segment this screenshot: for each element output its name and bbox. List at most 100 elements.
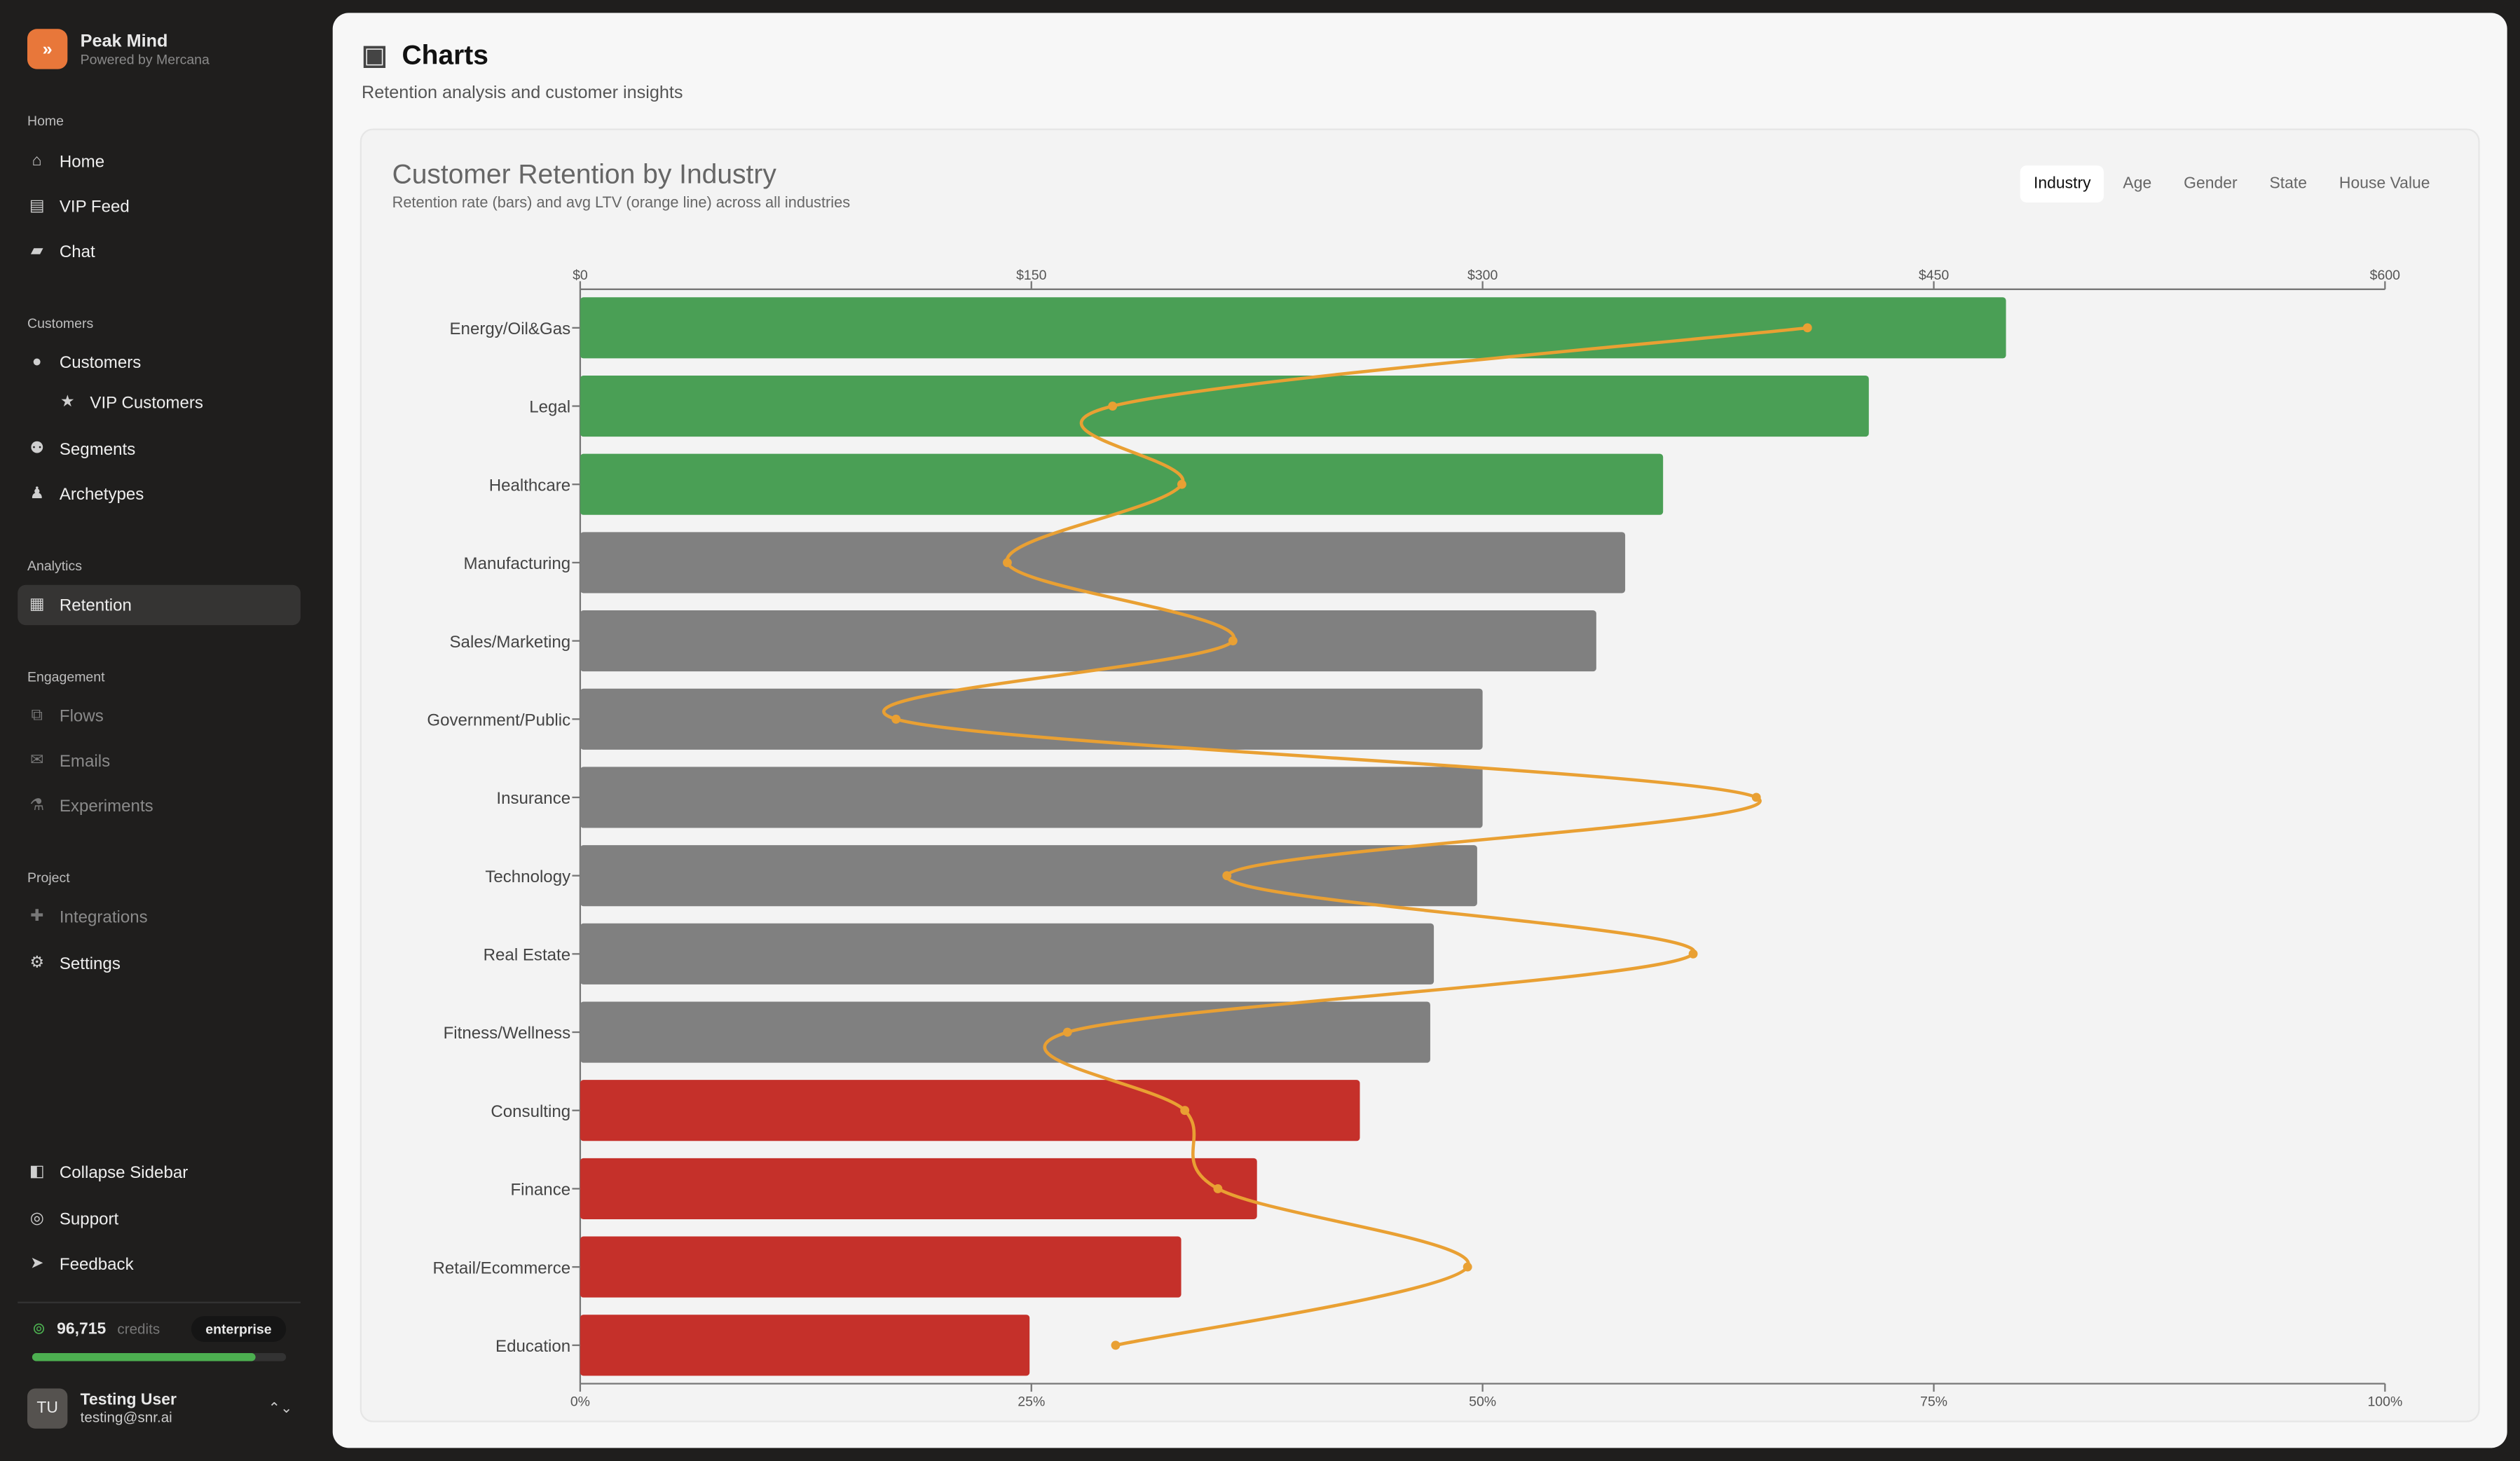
category-label: Government/Public [427, 711, 570, 729]
ltv-point [1180, 1106, 1190, 1116]
paper-plane-icon: ➤ [30, 1255, 44, 1273]
tab-house-value[interactable]: House Value [2338, 174, 2430, 193]
sidebar-item-segments[interactable]: ⚉ Segments [18, 429, 301, 469]
star-icon: ★ [60, 393, 75, 412]
presentation-chart-icon: ▣ [362, 40, 388, 71]
tab-age[interactable]: Age [2123, 174, 2152, 193]
support-button[interactable]: ◎ Support [18, 1199, 301, 1239]
category-label: Manufacturing [464, 554, 571, 573]
ltv-point [1213, 1184, 1223, 1193]
label: Flows [59, 706, 104, 726]
sidebar-item-home[interactable]: ⌂ Home [18, 142, 301, 181]
category-label: Healthcare [489, 476, 570, 495]
category-label: Legal [529, 398, 570, 417]
chevron-up-down-icon: ⌃⌄ [268, 1399, 293, 1416]
sidebar-item-retention[interactable]: ▦ Retention [18, 584, 301, 626]
avatar: TU [27, 1388, 68, 1429]
ltv-point [1463, 1262, 1472, 1272]
bottom-tick-label: 50% [1469, 1394, 1496, 1410]
bar-4 [580, 610, 1596, 672]
category-label: Insurance [496, 789, 570, 808]
label: Experiments [59, 796, 153, 816]
top-tick-label: $600 [2370, 268, 2401, 283]
tab-gender[interactable]: Gender [2184, 174, 2238, 193]
label: VIP Customers [90, 392, 203, 413]
ltv-point [1228, 636, 1238, 646]
sidebar-item-settings[interactable]: ⚙ Settings [18, 943, 301, 983]
user-name: Testing User [80, 1392, 177, 1410]
feedback-button[interactable]: ➤ Feedback [18, 1244, 301, 1284]
brand-name: Peak Mind [80, 31, 168, 51]
sidebar-item-emails[interactable]: ✉ Emails [18, 741, 301, 781]
collapse-sidebar-button[interactable]: ◧ Collapse Sidebar [18, 1152, 301, 1192]
sidebar-item-archetypes[interactable]: ♟ Archetypes [18, 474, 301, 514]
page-subtitle: Retention analysis and customer insights [362, 83, 683, 103]
logo-icon: » [27, 29, 68, 69]
ltv-point [1688, 949, 1698, 959]
tab-state[interactable]: State [2269, 174, 2308, 193]
bar-13 [580, 1315, 1030, 1376]
envelope-icon: ✉ [30, 752, 44, 770]
bar-5 [580, 688, 1483, 750]
bar-2 [580, 453, 1664, 515]
label: Customers [59, 352, 142, 372]
tab-industry[interactable]: Industry [2020, 165, 2104, 203]
bar-12 [580, 1236, 1182, 1298]
brand-sub: Powered by Mercana [80, 50, 210, 67]
ltv-point [1802, 323, 1812, 333]
section-customers: Customers [27, 315, 94, 331]
label: Emails [59, 751, 111, 771]
sidebar-item-flows[interactable]: ⧉ Flows [18, 696, 301, 736]
users-icon: ⚉ [29, 440, 45, 458]
user-menu[interactable]: TU Testing User testing@snr.ai ⌃⌄ [27, 1388, 293, 1429]
gear-icon: ⚙ [29, 954, 45, 973]
sidebar: » Peak Mind Powered by Mercana Home Cust… [0, 0, 333, 1461]
bottom-tick-label: 0% [570, 1394, 590, 1410]
brand[interactable]: » Peak Mind Powered by Mercana [27, 29, 210, 69]
sidebar-item-customers[interactable]: ● Customers [18, 342, 301, 382]
section-home: Home [27, 112, 64, 129]
bar-6 [580, 767, 1483, 828]
ltv-point [1751, 793, 1761, 802]
credits-value: 96,715 [57, 1320, 107, 1338]
ltv-point [1003, 558, 1012, 568]
label: Feedback [59, 1254, 134, 1274]
label: Support [59, 1209, 119, 1229]
sidebar-item-chat[interactable]: ▰ Chat [18, 231, 301, 271]
puzzle-icon: ✚ [30, 907, 44, 926]
bar-1 [580, 375, 1869, 437]
bar-11 [580, 1158, 1257, 1219]
sidebar-item-experiments[interactable]: ⚗ Experiments [18, 786, 301, 825]
category-label: Energy/Oil&Gas [450, 320, 571, 338]
ltv-point [1062, 1027, 1072, 1037]
chart-subtitle: Retention rate (bars) and avg LTV (orang… [392, 194, 851, 212]
label: VIP Feed [59, 196, 130, 217]
sidebar-item-vip-customers[interactable]: ★ VIP Customers [48, 383, 301, 423]
ltv-point [1108, 402, 1118, 411]
section-analytics: Analytics [27, 557, 82, 574]
flow-icon: ⧉ [31, 707, 43, 725]
sidebar-item-vip-feed[interactable]: ▤ VIP Feed [18, 186, 301, 226]
page-title-text: Charts [402, 40, 489, 71]
label: Integrations [59, 907, 148, 927]
sidebar-collapse-icon: ◧ [29, 1163, 45, 1181]
credits-label: credits [117, 1321, 160, 1338]
credits: ⊚ 96,715 credits enterprise [32, 1316, 287, 1342]
label: Home [59, 151, 105, 172]
ltv-point [1222, 871, 1232, 881]
bottom-tick-label: 25% [1018, 1394, 1045, 1410]
bar-8 [580, 923, 1434, 985]
bar-0 [580, 297, 2006, 359]
category-label: Fitness/Wellness [444, 1024, 571, 1043]
home-icon: ⌂ [32, 152, 42, 171]
bottom-tick-label: 100% [2367, 1394, 2402, 1410]
ltv-point [891, 714, 901, 724]
top-tick-label: $0 [573, 268, 588, 283]
sidebar-item-integrations[interactable]: ✚ Integrations [18, 897, 301, 937]
plan-badge: enterprise [191, 1316, 287, 1342]
section-engagement: Engagement [27, 668, 105, 685]
bottom-tick-label: 75% [1920, 1394, 1947, 1410]
user-email: testing@snr.ai [80, 1409, 172, 1426]
category-label: Retail/Ecommerce [432, 1258, 570, 1277]
